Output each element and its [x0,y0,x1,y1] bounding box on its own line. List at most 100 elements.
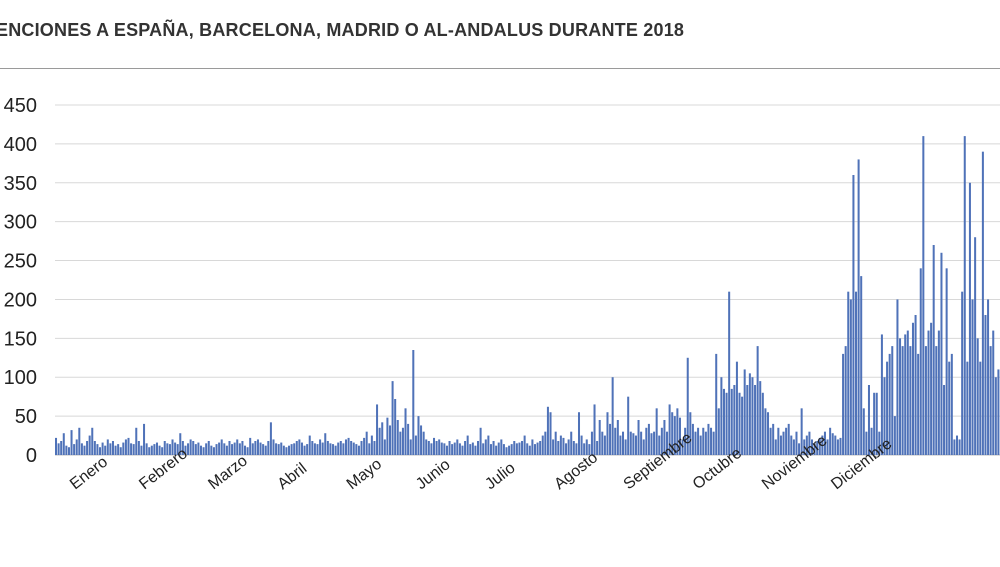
bar [684,427,687,455]
bar [984,315,987,455]
bar [179,433,182,455]
bar [306,444,309,455]
bar [502,444,505,455]
bar [324,433,327,455]
bar [228,441,231,455]
bar [772,423,775,455]
bar [220,439,223,455]
bar [741,396,744,455]
bar [401,427,404,455]
bar [86,441,89,455]
bar [873,392,876,455]
bar [567,439,570,455]
bar [565,443,568,455]
bar [244,445,247,455]
bar [187,443,190,455]
bar [539,441,542,455]
bar [629,431,632,455]
bar [924,346,927,455]
bar [70,430,73,455]
bar [616,420,619,455]
bar [875,392,878,455]
bar [730,388,733,455]
bar [443,443,446,455]
y-tick-label: 150 [4,328,37,350]
y-tick-label: 450 [4,95,37,117]
bar [614,427,617,455]
bar [78,427,81,455]
bar [637,420,640,455]
bar [474,445,477,455]
x-tick-label-month: Enero [67,453,111,493]
bar [546,406,549,455]
bar [974,237,977,455]
bar [943,385,946,455]
bar [754,385,757,455]
bar [280,442,283,455]
gridlines [55,104,1000,456]
bar [769,427,772,455]
bar [433,437,436,455]
bar [725,392,728,455]
bar [899,338,902,455]
bar [370,435,373,455]
bar [484,439,487,455]
bar [518,442,521,455]
bar [743,369,746,455]
bar [347,437,350,455]
bar [673,416,676,455]
bar [738,392,741,455]
bar [855,291,858,455]
chart-title: ENCIONES A ESPAÑA, BARCELONA, MADRID O A… [0,20,685,40]
bar [269,422,272,455]
bar [288,445,291,455]
bar [143,423,146,455]
bar [505,447,508,455]
bar [922,136,925,456]
bar [930,322,933,455]
bar [909,346,912,455]
bar [699,435,702,455]
bar [65,445,68,455]
bar [137,441,140,455]
bar [298,439,301,455]
bar [275,443,278,455]
x-tick-label-month: Mayo [344,456,385,494]
bar [966,361,969,455]
bar [712,431,715,455]
bar [99,447,102,455]
bar [88,435,91,455]
bar [285,447,288,455]
bar [831,433,834,455]
bar [236,439,239,455]
bar [148,447,151,455]
bar [867,385,870,455]
bar [911,322,914,455]
bar [603,435,606,455]
bar [541,435,544,455]
x-tick-label-month: Agosto [551,449,601,493]
bar [75,439,78,455]
bar [526,443,529,455]
bar [422,431,425,455]
bar [655,408,658,455]
bar [277,444,280,455]
bar [906,330,909,455]
bar [303,445,306,455]
bar [580,435,583,455]
bar [479,427,482,455]
bar [945,268,948,455]
x-tick-label-month: Marzo [205,452,251,493]
bar [161,447,164,455]
bar [811,439,814,455]
x-tick-label-month: Junio [413,456,454,493]
bar [981,151,984,456]
bar [678,417,681,455]
bar [663,420,666,455]
bar [293,443,296,455]
bar [821,435,824,455]
bar [461,445,464,455]
bar [57,443,60,455]
bar [914,315,917,455]
